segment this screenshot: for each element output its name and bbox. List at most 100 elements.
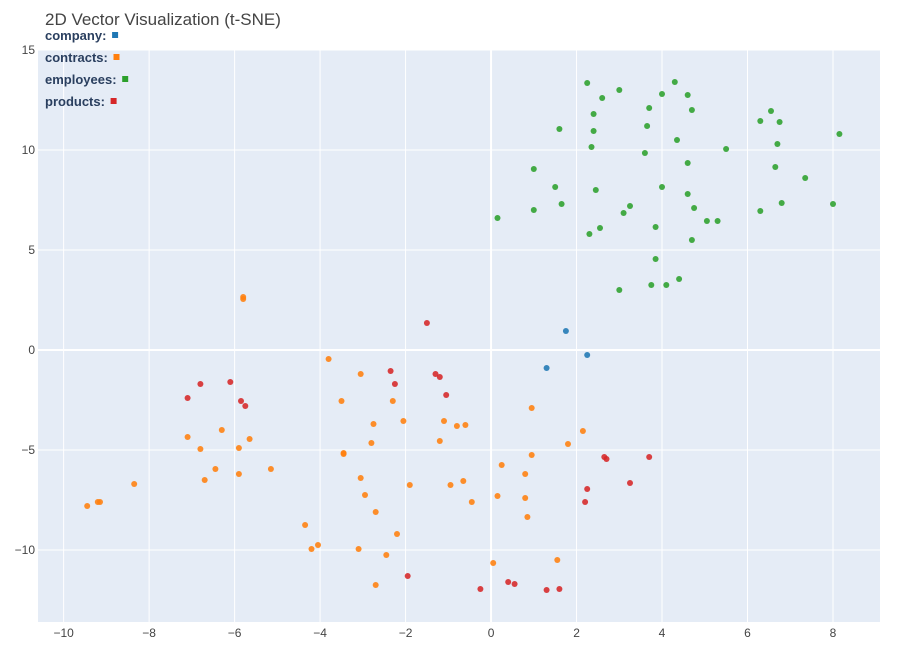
employees-point (676, 276, 683, 282)
employees-point (586, 231, 593, 237)
employees-point (671, 79, 678, 85)
products-point (184, 395, 191, 401)
contracts-point (372, 509, 379, 515)
legend-label-contracts: contracts (45, 50, 104, 65)
legend-item-company[interactable]: company: (45, 28, 119, 43)
contracts-point (212, 466, 219, 472)
plot-area-background (38, 50, 880, 622)
y-tick-label: 10 (22, 143, 36, 157)
contracts-point (524, 514, 531, 520)
legend-swatch-contracts (113, 54, 120, 60)
data-points (84, 79, 843, 593)
employees-point (830, 201, 836, 207)
products-point (584, 486, 591, 492)
contracts-point (357, 371, 364, 377)
legend[interactable]: company: contracts: employees: products: (45, 28, 129, 109)
employees-point (641, 150, 648, 156)
employees-point (674, 137, 680, 143)
products-point (543, 587, 550, 593)
contracts-point (97, 499, 103, 505)
y-tick-label: 0 (28, 343, 35, 357)
employees-point (584, 80, 591, 86)
chart-title: 2D Vector Visualization (t-SNE) (45, 10, 281, 29)
products-point (603, 456, 610, 462)
contracts-point (453, 423, 460, 429)
employees-point (776, 119, 783, 125)
employees-point (778, 200, 785, 206)
contracts-point (468, 499, 475, 505)
employees-point (530, 207, 537, 213)
employees-point (836, 131, 843, 137)
employees-point (659, 91, 665, 97)
contracts-point (84, 503, 91, 509)
y-tick-label: 15 (22, 43, 36, 57)
contracts-point (441, 418, 447, 424)
contracts-point (201, 477, 208, 483)
products-point (238, 398, 244, 404)
contracts-point (340, 451, 347, 457)
contracts-point (436, 438, 443, 444)
legend-item-employees[interactable]: employees: (45, 72, 129, 87)
employees-point (772, 164, 779, 170)
products-point (391, 381, 398, 387)
employees-point (552, 184, 559, 190)
contracts-point (389, 398, 396, 404)
contracts-point (240, 296, 247, 302)
employees-point (646, 105, 653, 111)
x-tick-label: −10 (53, 626, 74, 640)
employees-point (768, 108, 774, 114)
y-tick-label: 5 (28, 243, 35, 257)
contracts-point (460, 478, 467, 484)
employees-point (599, 95, 606, 101)
products-point (505, 579, 512, 585)
employees-point (663, 282, 670, 288)
contracts-point (400, 418, 407, 424)
legend-item-contracts[interactable]: contracts: (45, 50, 120, 65)
contracts-point (197, 446, 204, 452)
employees-point (590, 111, 597, 117)
contracts-point (406, 482, 413, 488)
contracts-point (528, 452, 535, 458)
contracts-point (267, 466, 274, 472)
contracts-point (522, 495, 529, 501)
contracts-point (308, 546, 315, 552)
employees-point (530, 166, 537, 172)
legend-swatch-employees (122, 76, 129, 82)
employees-point (714, 218, 721, 224)
contracts-point (325, 356, 332, 362)
employees-point (616, 87, 623, 93)
employees-point (627, 203, 633, 209)
employees-point (592, 187, 599, 193)
x-tick-label: 0 (488, 626, 495, 640)
products-point (627, 480, 633, 486)
employees-point (558, 201, 565, 207)
legend-label-products: products (45, 94, 101, 109)
contracts-point (490, 560, 497, 566)
y-tick-label: −5 (21, 443, 35, 457)
contracts-point (246, 436, 253, 442)
products-point (387, 368, 394, 374)
legend-swatch-company (112, 32, 119, 38)
products-point (197, 381, 204, 387)
employees-point (556, 126, 563, 132)
legend-label-employees: employees (45, 72, 112, 87)
contracts-point (522, 471, 529, 477)
contracts-point (302, 522, 309, 528)
employees-point (616, 287, 623, 293)
legend-swatch-products (110, 98, 117, 104)
employees-point (703, 218, 710, 224)
x-tick-label: 8 (830, 626, 837, 640)
employees-point (774, 141, 781, 147)
y-axis-ticks: −10 −5 0 5 10 15 (15, 43, 36, 557)
employees-point (652, 256, 659, 262)
contracts-point (338, 398, 345, 404)
products-point (423, 320, 430, 326)
x-tick-label: 4 (659, 626, 666, 640)
legend-colon: : (104, 50, 108, 65)
legend-colon: : (102, 28, 106, 43)
employees-point (684, 160, 691, 166)
contracts-point (235, 471, 242, 477)
contracts-point (235, 445, 242, 451)
employees-point (620, 210, 627, 216)
legend-item-products[interactable]: products: (45, 94, 117, 109)
